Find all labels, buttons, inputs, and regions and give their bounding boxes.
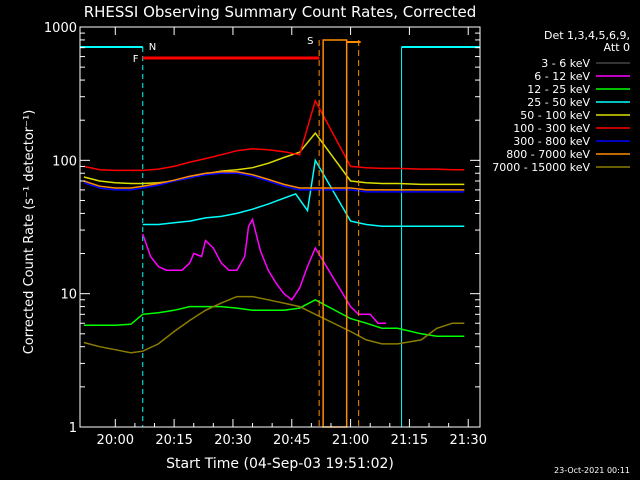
x-tick-label: 20:30 xyxy=(214,433,251,448)
legend-entry-label: 100 - 300 keV xyxy=(513,122,590,135)
y-axis-label: Corrected Count Rate (s⁻¹ detector⁻¹) xyxy=(22,110,37,355)
legend-header-line: Att 0 xyxy=(604,41,630,54)
night-label: N xyxy=(149,42,156,53)
flare-label: F xyxy=(133,54,139,65)
legend-entry-label: 3 - 6 keV xyxy=(541,57,590,70)
series-line-4 xyxy=(83,131,465,186)
series-line-8 xyxy=(83,295,465,354)
x-tick-label: 20:15 xyxy=(155,433,192,448)
timestamp: 23-Oct-2021 00:11 xyxy=(554,466,630,475)
x-tick-label: 21:30 xyxy=(450,433,487,448)
legend-entry-label: 12 - 25 keV xyxy=(527,83,590,96)
legend-entry-label: 25 - 50 keV xyxy=(527,96,590,109)
y-tick-label: 100 xyxy=(52,154,77,169)
series-line-3 xyxy=(142,158,465,228)
x-tick-label: 20:45 xyxy=(273,433,310,448)
chart-title: RHESSI Observing Summary Count Rates, Co… xyxy=(84,3,477,21)
saa-box xyxy=(322,39,348,428)
series-line-7 xyxy=(83,171,465,191)
legend-entry-label: 800 - 7000 keV xyxy=(506,148,590,161)
y-tick-label: 1000 xyxy=(44,21,77,36)
legend-entry-label: 300 - 800 keV xyxy=(513,135,590,148)
series-line-1 xyxy=(141,217,386,324)
y-tick-label: 1 xyxy=(69,421,77,436)
legend-header-line: Det 1,3,4,5,6,9, xyxy=(544,29,630,42)
series-line-0 xyxy=(141,206,387,315)
legend-entry-label: 50 - 100 keV xyxy=(520,109,590,122)
legend-entry-label: 6 - 12 keV xyxy=(534,70,590,83)
series-line-2 xyxy=(83,298,465,337)
x-tick-label: 21:00 xyxy=(332,433,369,448)
series-line-6 xyxy=(83,172,465,193)
legend-entry-label: 7000 - 15000 keV xyxy=(492,161,590,174)
x-tick-label: 20:00 xyxy=(97,433,134,448)
series-line-5 xyxy=(83,98,465,172)
x-axis-label: Start Time (04-Sep-03 19:51:02) xyxy=(166,456,394,472)
saa-label: S xyxy=(307,36,313,47)
x-tick-label: 21:15 xyxy=(391,433,428,448)
plot-frame xyxy=(79,26,481,428)
y-tick-label: 10 xyxy=(60,288,77,303)
